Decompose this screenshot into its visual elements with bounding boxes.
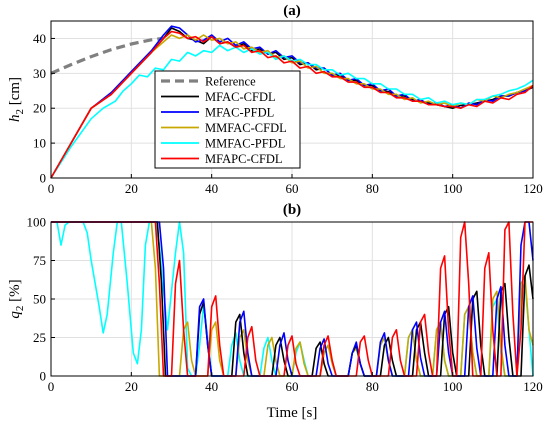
panel-a-series-mfapc-cfdl bbox=[50, 30, 534, 179]
legend-label-mfapc-cfdl: MFAPC-CFDL bbox=[205, 152, 283, 166]
legend-label-mfac-pfdl: MFAC-PFDL bbox=[205, 106, 274, 120]
panel-a-ylabel: h2 [cm] bbox=[7, 77, 26, 122]
panel-b-xtick-label-40: 40 bbox=[205, 379, 218, 394]
panel-b-xtick-label-20: 20 bbox=[125, 379, 138, 394]
panel-a-ticks: 0 20 40 60 80 100 120 0 10 20 30 40 bbox=[33, 31, 543, 196]
panel-a-xtick-label-120: 120 bbox=[523, 181, 543, 196]
panel-b-ticks: 0 20 40 60 80 100 120 0 25 50 75 100 bbox=[27, 215, 543, 395]
panel-a-xtick-label-0: 0 bbox=[48, 181, 55, 196]
panel-b-xtick-label-80: 80 bbox=[366, 379, 379, 394]
panel-a-ytick-label-40: 40 bbox=[33, 31, 46, 46]
panel-b-ylabel: q2 [%] bbox=[7, 279, 26, 318]
legend-label-mmfac-cfdl: MMFAC-CFDL bbox=[205, 121, 287, 135]
panel-a-xtick-label-100: 100 bbox=[443, 181, 463, 196]
panel-a: (a) 0 20 40 60 80 100 120 0 10 20 30 40 h2 [cm] Ref… bbox=[7, 3, 543, 196]
panel-b-title: (b) bbox=[283, 202, 301, 218]
panel-b-xlabel: Time [s] bbox=[267, 405, 318, 421]
legend-label-mfac-cfdl: MFAC-CFDL bbox=[205, 90, 276, 104]
panel-b-xtick-label-0: 0 bbox=[48, 379, 55, 394]
legend-box bbox=[154, 70, 301, 169]
panel-a-xtick-label-60: 60 bbox=[286, 181, 299, 196]
panel-a-series-mmfac-pfdl bbox=[50, 44, 534, 179]
panel-b-ytick-label-50: 50 bbox=[33, 292, 46, 307]
panel-b-ytick-label-100: 100 bbox=[27, 215, 47, 230]
legend-label-mmfac-pfdl: MMFAC-PFDL bbox=[205, 137, 285, 151]
panel-a-title: (a) bbox=[283, 3, 301, 19]
panel-a-ytick-label-0: 0 bbox=[40, 171, 47, 186]
panel-a-ytick-label-30: 30 bbox=[33, 66, 46, 81]
panel-b-xtick-label-100: 100 bbox=[443, 379, 463, 394]
panel-b-xtick-label-120: 120 bbox=[523, 379, 543, 394]
panel-b-ytick-label-0: 0 bbox=[40, 369, 47, 384]
panel-a-series-reference bbox=[50, 36, 164, 75]
panel-a-xtick-label-40: 40 bbox=[205, 181, 218, 196]
legend-label-reference: Reference bbox=[205, 75, 256, 89]
panel-a-ytick-label-10: 10 bbox=[33, 136, 46, 151]
panel-b-ytick-label-25: 25 bbox=[33, 330, 46, 345]
panel-b-ytick-label-75: 75 bbox=[33, 253, 46, 268]
panel-a-xtick-label-20: 20 bbox=[125, 181, 138, 196]
panel-b: (b) 0 20 40 60 80 100 120 0 25 50 75 100 q2 [%] Tim… bbox=[7, 202, 543, 421]
panel-a-ytick-label-20: 20 bbox=[33, 101, 46, 116]
panel-a-xtick-label-80: 80 bbox=[366, 181, 379, 196]
panel-b-xtick-label-60: 60 bbox=[286, 379, 299, 394]
panel-a-series bbox=[50, 25, 534, 179]
